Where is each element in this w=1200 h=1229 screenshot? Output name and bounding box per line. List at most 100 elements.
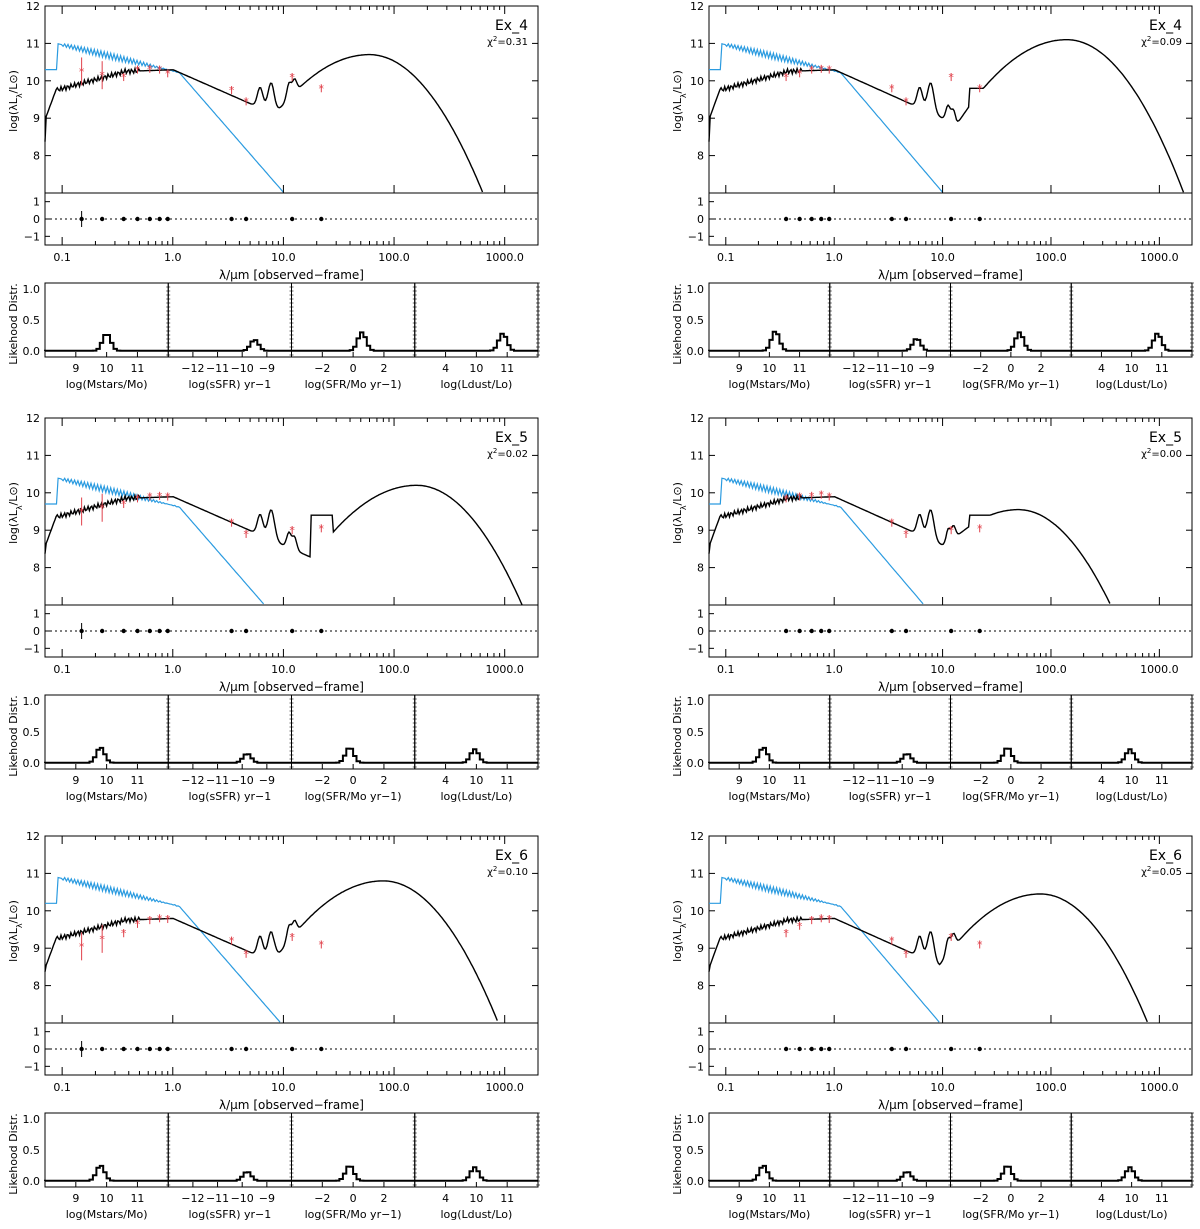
sed-frame [44, 5, 539, 194]
sed-y-tick-label: 10 [690, 487, 704, 500]
like-y-tick-label: 1.0 [23, 695, 41, 708]
like-y-tick-label: 1.0 [23, 1113, 41, 1126]
like-x-label: log(Mstars/Mo) [66, 790, 148, 803]
like-x-tick-label: −12 [181, 362, 204, 375]
photometry-point: * [229, 517, 235, 530]
like-x-tick-label: −12 [842, 362, 865, 375]
sed-y-tick-label: 12 [690, 0, 704, 13]
like-x-tick-label: 10 [100, 362, 114, 375]
residual-point [797, 1046, 802, 1052]
likelihood-subpanel-3: −2 0 2 log(SFR/Mo yr−1) [949, 282, 1074, 391]
like-x-tick-label: −2 [314, 774, 330, 787]
likelihood-frame [829, 1112, 951, 1188]
like-x-label: log(Ldust/Lo) [440, 1208, 512, 1221]
like-x-label: log(sSFR) yr−1 [188, 378, 271, 391]
likelihood-histogram [290, 331, 415, 352]
residual-point [121, 1046, 126, 1052]
likelihood-subpanel-3: −2 0 2 log(SFR/Mo yr−1) [949, 694, 1074, 803]
likelihood-y-label: Likehood Distr. [671, 695, 684, 776]
sed-y-axis-label: log(λLλ/L⊙) [671, 70, 688, 132]
like-x-tick-label: −11 [206, 362, 229, 375]
residual-point [99, 1046, 105, 1052]
x-tick-label: 1000.0 [1140, 663, 1179, 676]
x-tick-label: 0.1 [53, 663, 71, 676]
sed-y-axis-label: log(λLλ/L⊙) [671, 900, 688, 962]
residual-point [319, 628, 324, 634]
like-x-tick-label: 11 [500, 774, 514, 787]
residual-point [797, 216, 802, 222]
residual-point [948, 1046, 954, 1052]
residual-point [289, 216, 295, 222]
residual-point [135, 628, 140, 634]
resid-y-tick-label: 0 [697, 625, 704, 638]
like-x-tick-label: 11 [793, 774, 807, 787]
likelihood-histogram [829, 753, 951, 764]
like-x-tick-label: 11 [130, 774, 144, 787]
likelihood-histogram [290, 747, 415, 764]
likelihood-subpanel-4: 4 10 11 log(Ldust/Lo) [414, 694, 540, 803]
sed-y-tick-label: 10 [26, 905, 40, 918]
likelihood-frame [829, 282, 951, 358]
like-x-tick-label: 10 [762, 1192, 776, 1205]
like-x-tick-label: 4 [442, 1192, 449, 1205]
resid-y-tick-label: −1 [24, 1060, 40, 1073]
residual-point [903, 216, 909, 222]
like-x-tick-label: −2 [973, 362, 989, 375]
sed-y-tick-label: 11 [26, 867, 40, 880]
like-x-tick-label: 10 [469, 362, 483, 375]
photometry-point: * [889, 82, 895, 95]
like-x-tick-label: −9 [259, 1192, 275, 1205]
photometry-point: * [99, 69, 105, 82]
photometry-point: * [79, 940, 85, 953]
sed-y-tick-label: 9 [33, 112, 40, 125]
like-x-label: log(Mstars/Mo) [728, 378, 810, 391]
sed-y-tick-label: 12 [690, 830, 704, 843]
residual-point [165, 628, 170, 634]
sed-y-tick-label: 8 [33, 562, 40, 575]
sed-y-tick-label: 9 [33, 524, 40, 537]
residual-point [783, 216, 789, 222]
residual-point [319, 1046, 324, 1052]
photometry-point: * [797, 67, 803, 80]
sed-y-tick-label: 8 [33, 980, 40, 993]
like-x-tick-label: 2 [380, 362, 387, 375]
sed-y-tick-label: 9 [697, 942, 704, 955]
like-y-tick-label: 1.0 [687, 1113, 705, 1126]
like-x-label: log(Ldust/Lo) [440, 790, 512, 803]
like-x-tick-label: 9 [736, 362, 743, 375]
unattenuated-sed-line [709, 42, 943, 193]
like-x-label: log(Mstars/Mo) [728, 1208, 810, 1221]
like-x-tick-label: 11 [130, 362, 144, 375]
likelihood-subpanel-4: 4 10 11 log(Ldust/Lo) [1070, 1112, 1194, 1221]
like-x-tick-label: 11 [500, 362, 514, 375]
likelihood-subpanel-2: −12 −11 −10 −9 log(sSFR) yr−1 [167, 694, 294, 803]
residual-point [948, 628, 954, 634]
photometry-point: * [79, 65, 85, 78]
likelihood-histogram [949, 747, 1072, 764]
like-x-tick-label: 10 [1125, 774, 1139, 787]
likelihood-histogram [167, 1171, 292, 1182]
likelihood-histogram [414, 332, 538, 352]
sed-frame [708, 5, 1193, 194]
photometry-point: * [903, 95, 909, 108]
likelihood-frame [950, 1112, 1072, 1188]
x-tick-label: 0.1 [53, 251, 71, 264]
photometry-point: * [948, 931, 954, 944]
likelihood-frame [414, 282, 539, 358]
x-axis-label: λ/μm [observed−frame] [219, 1098, 364, 1112]
like-x-label: log(sSFR) yr−1 [188, 1208, 271, 1221]
photometry-point: * [819, 63, 825, 76]
likelihood-subpanel-3: −2 0 2 log(SFR/Mo yr−1) [290, 694, 417, 803]
photometry-point: * [903, 528, 909, 541]
photometry-point: * [121, 71, 127, 84]
photometry-point: * [135, 64, 141, 77]
like-x-tick-label: 2 [1038, 1192, 1045, 1205]
likelihood-frame [167, 1112, 292, 1188]
like-x-label: log(Mstars/Mo) [66, 1208, 148, 1221]
likelihood-subpanel-3: −2 0 2 log(SFR/Mo yr−1) [290, 282, 417, 391]
likelihood-y-label: Likehood Distr. [7, 283, 20, 364]
like-x-tick-label: 2 [1038, 362, 1045, 375]
likelihood-frame [414, 694, 539, 770]
residual-point [147, 216, 153, 222]
